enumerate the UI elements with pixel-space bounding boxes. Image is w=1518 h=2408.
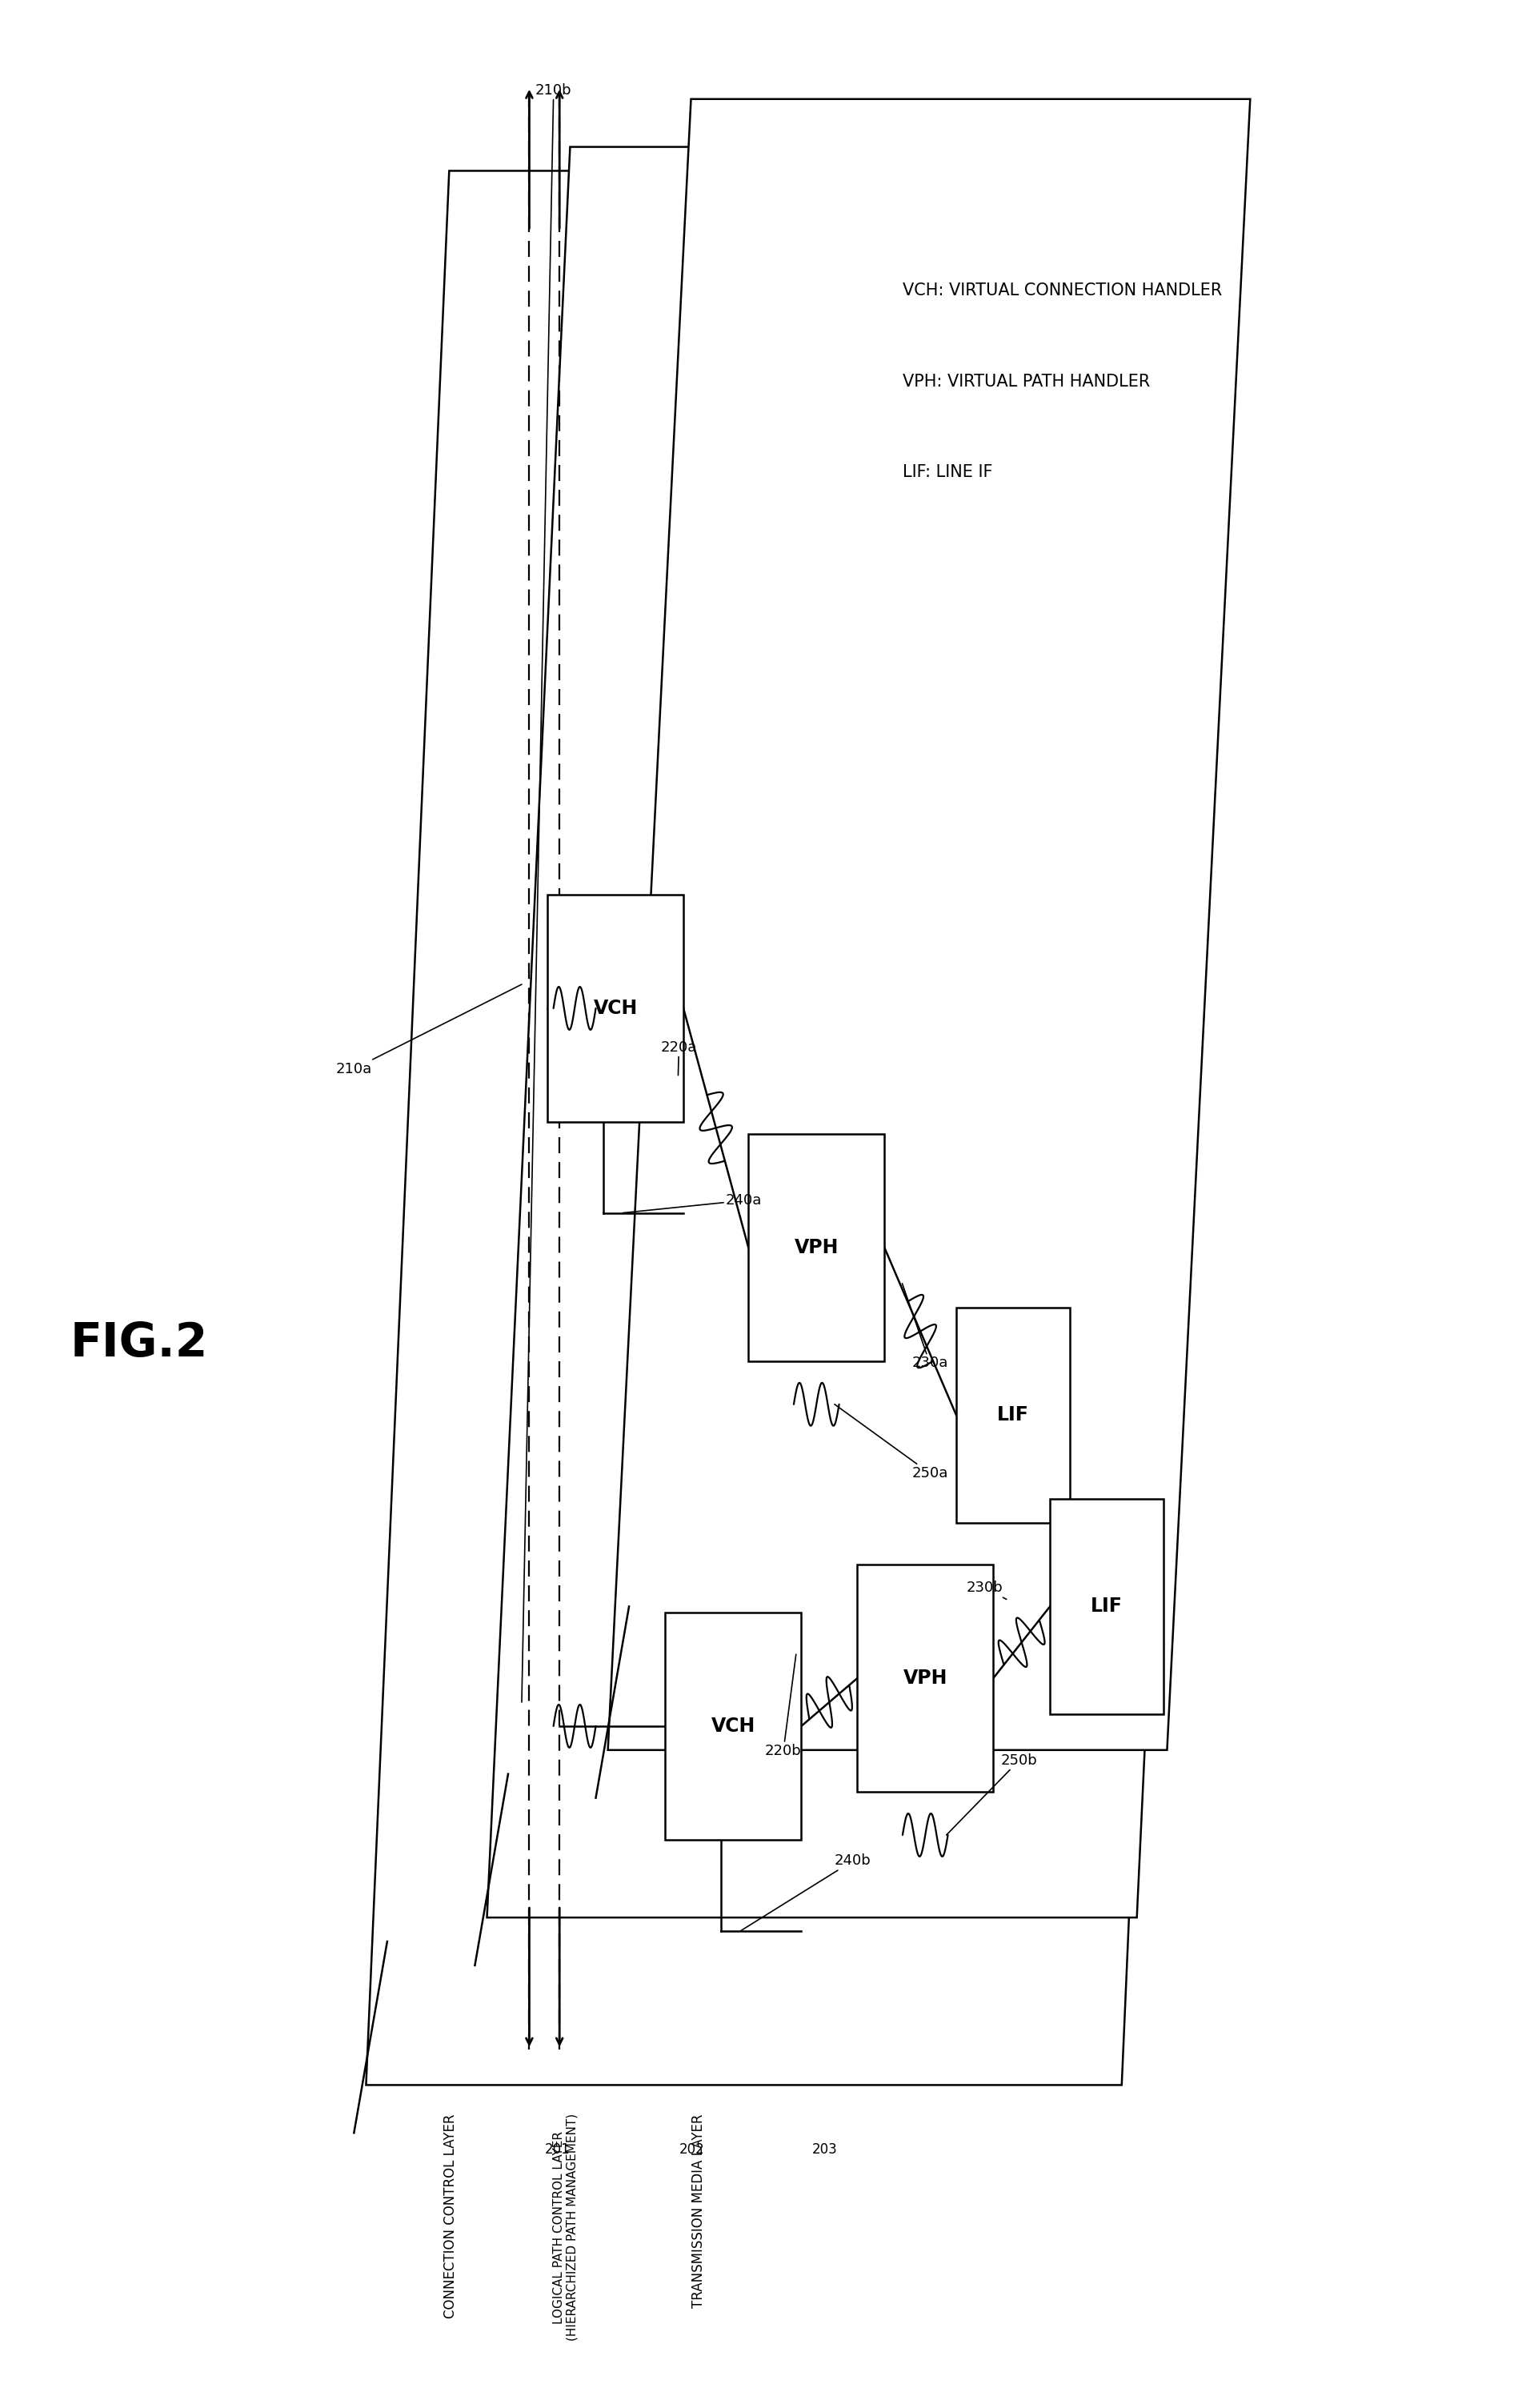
Polygon shape xyxy=(487,147,1220,1917)
Text: 240a: 240a xyxy=(622,1194,762,1214)
Text: 230a: 230a xyxy=(902,1283,947,1370)
Text: TRANSMISSION MEDIA LAYER: TRANSMISSION MEDIA LAYER xyxy=(691,2114,706,2307)
Bar xyxy=(858,1565,993,1792)
Text: VCH: VIRTUAL CONNECTION HANDLER: VCH: VIRTUAL CONNECTION HANDLER xyxy=(903,282,1222,299)
Bar xyxy=(548,896,683,1122)
Text: LIF: LIF xyxy=(1090,1597,1122,1616)
Polygon shape xyxy=(607,99,1251,1751)
Bar xyxy=(665,1613,802,1840)
Text: LIF: LIF xyxy=(997,1406,1029,1426)
Text: FIG.2: FIG.2 xyxy=(70,1320,208,1365)
Text: 202: 202 xyxy=(679,2143,704,2158)
Text: 230b: 230b xyxy=(965,1582,1006,1599)
Text: 203: 203 xyxy=(812,2143,838,2158)
Text: VCH: VCH xyxy=(712,1717,756,1736)
Text: 201: 201 xyxy=(545,2143,569,2158)
Text: VCH: VCH xyxy=(594,999,638,1019)
Text: VPH: VIRTUAL PATH HANDLER: VPH: VIRTUAL PATH HANDLER xyxy=(903,373,1151,390)
Bar xyxy=(748,1134,885,1361)
Text: VPH: VPH xyxy=(794,1238,838,1257)
Bar xyxy=(956,1308,1070,1522)
Text: 240b: 240b xyxy=(741,1854,871,1931)
Text: 220a: 220a xyxy=(660,1040,697,1076)
Text: 220b: 220b xyxy=(765,1654,802,1758)
Text: LIF: LINE IF: LIF: LINE IF xyxy=(903,465,993,479)
Text: 210a: 210a xyxy=(335,985,522,1076)
Polygon shape xyxy=(366,171,1205,2085)
Text: LOGICAL PATH CONTROL LAYER
(HIERARCHIZED PATH MANAGEMENT): LOGICAL PATH CONTROL LAYER (HIERARCHIZED… xyxy=(553,2114,578,2341)
Text: VPH: VPH xyxy=(903,1669,947,1688)
Text: 250b: 250b xyxy=(946,1753,1037,1835)
Text: CONNECTION CONTROL LAYER: CONNECTION CONTROL LAYER xyxy=(443,2114,458,2319)
Bar xyxy=(1050,1498,1163,1714)
Text: 250a: 250a xyxy=(835,1404,947,1481)
Text: 210b: 210b xyxy=(522,82,572,1702)
